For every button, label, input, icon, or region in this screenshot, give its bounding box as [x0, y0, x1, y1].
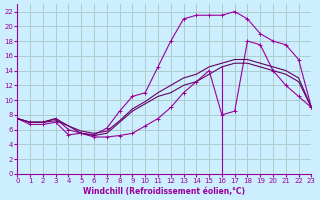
X-axis label: Windchill (Refroidissement éolien,°C): Windchill (Refroidissement éolien,°C): [84, 187, 245, 196]
